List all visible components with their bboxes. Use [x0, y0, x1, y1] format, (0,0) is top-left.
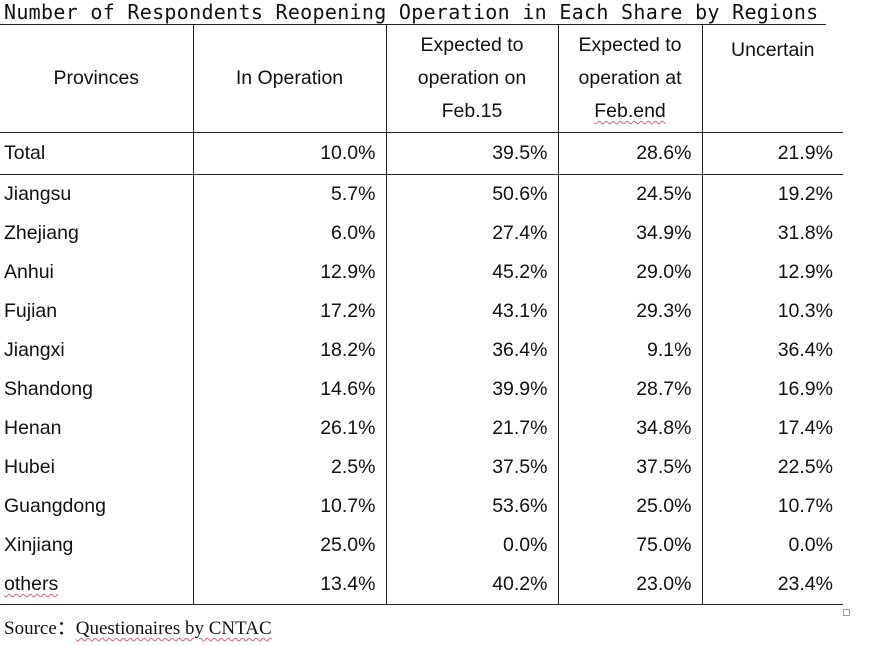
header-febend-line3: Feb.end: [559, 95, 702, 128]
header-provinces: Provinces: [0, 25, 193, 133]
province-cell: Hubei: [4, 456, 55, 478]
table-row: Zhejiang 6.0% 27.4% 34.9% 31.8%: [0, 214, 843, 253]
in-operation-cell: 13.4%: [192, 565, 386, 605]
uncertain-cell: 0.0%: [701, 526, 843, 565]
province-cell: Anhui: [4, 261, 54, 283]
header-feb15-line1: Expected to: [420, 34, 524, 56]
source-note: Source：Questionaires by CNTAC: [4, 613, 272, 640]
febend-cell: 34.8%: [557, 409, 702, 448]
febend-cell: 9.1%: [557, 331, 702, 370]
table-row: Hubei 2.5% 37.5% 37.5% 22.5%: [0, 448, 843, 487]
febend-cell: 29.3%: [557, 292, 702, 331]
table-resize-handle[interactable]: [843, 609, 850, 616]
in-operation-cell: 10.0%: [192, 132, 386, 175]
feb15-cell: 27.4%: [385, 214, 558, 253]
header-febend-line3-text: Feb.end: [594, 100, 666, 122]
table-row-total: Total 10.0% 39.5% 28.6% 21.9%: [0, 132, 843, 175]
uncertain-cell: 16.9%: [701, 370, 843, 409]
province-cell: Total: [0, 132, 193, 175]
table-row: Guangdong 10.7% 53.6% 25.0% 10.7%: [0, 487, 843, 526]
feb15-cell: 36.4%: [385, 331, 558, 370]
febend-cell: 23.0%: [557, 565, 702, 605]
in-operation-cell: 12.9%: [192, 253, 386, 292]
table-body: Total 10.0% 39.5% 28.6% 21.9% Jiangsu 5.…: [0, 132, 843, 605]
table-row: Shandong 14.6% 39.9% 28.7% 16.9%: [0, 370, 843, 409]
feb15-cell: 43.1%: [385, 292, 558, 331]
table-row: others 13.4% 40.2% 23.0% 23.4%: [0, 565, 843, 605]
header-feb15-line3: Feb.15: [441, 100, 503, 122]
in-operation-cell: 26.1%: [192, 409, 386, 448]
header-expected-feb15: Expected to operation on Feb.15: [385, 25, 558, 133]
feb15-cell: 40.2%: [385, 565, 558, 605]
uncertain-cell: 31.8%: [701, 214, 843, 253]
uncertain-cell: 10.3%: [701, 292, 843, 331]
table-title: Number of Respondents Reopening Operatio…: [4, 0, 819, 24]
in-operation-cell: 17.2%: [192, 292, 386, 331]
febend-cell: 75.0%: [557, 526, 702, 565]
header-uncertain: Uncertain: [701, 25, 843, 133]
province-cell: Xinjiang: [4, 534, 74, 556]
uncertain-cell: 12.9%: [701, 253, 843, 292]
in-operation-cell: 2.5%: [192, 448, 386, 487]
table-row: Anhui 12.9% 45.2% 29.0% 12.9%: [0, 253, 843, 292]
title-divider: [0, 24, 826, 25]
febend-cell: 24.5%: [557, 174, 702, 214]
in-operation-cell: 10.7%: [192, 487, 386, 526]
in-operation-cell: 5.7%: [192, 174, 386, 214]
source-text: Questionaires by CNTAC: [75, 618, 272, 639]
febend-cell: 34.9%: [557, 214, 702, 253]
feb15-cell: 39.9%: [385, 370, 558, 409]
uncertain-cell: 23.4%: [701, 565, 843, 605]
table-row: Xinjiang 25.0% 0.0% 75.0% 0.0%: [0, 526, 843, 565]
feb15-cell: 45.2%: [385, 253, 558, 292]
febend-cell: 28.7%: [557, 370, 702, 409]
header-in-operation: In Operation: [192, 25, 386, 133]
in-operation-cell: 14.6%: [192, 370, 386, 409]
uncertain-cell: 19.2%: [701, 174, 843, 214]
uncertain-cell: 21.9%: [701, 132, 843, 175]
febend-cell: 28.6%: [557, 132, 702, 175]
source-prefix: Source：: [4, 618, 76, 639]
uncertain-cell: 22.5%: [701, 448, 843, 487]
table-row: Fujian 17.2% 43.1% 29.3% 10.3%: [0, 292, 843, 331]
respondents-table: Provinces In Operation Expected to opera…: [0, 25, 843, 605]
province-cell-text: others: [4, 573, 59, 595]
province-cell: Jiangsu: [4, 183, 72, 205]
feb15-cell: 50.6%: [385, 174, 558, 214]
header-febend-line2: operation at: [578, 67, 682, 89]
header-feb15-line2: operation on: [417, 67, 527, 89]
in-operation-cell: 25.0%: [192, 526, 386, 565]
feb15-cell: 39.5%: [385, 132, 558, 175]
in-operation-cell: 18.2%: [192, 331, 386, 370]
province-cell: Guangdong: [4, 495, 106, 517]
header-expected-febend: Expected to operation at Feb.end: [557, 25, 702, 133]
febend-cell: 29.0%: [557, 253, 702, 292]
feb15-cell: 0.0%: [385, 526, 558, 565]
table-row: Jiangxi 18.2% 36.4% 9.1% 36.4%: [0, 331, 843, 370]
header-row: Provinces In Operation Expected to opera…: [0, 25, 843, 133]
uncertain-cell: 36.4%: [701, 331, 843, 370]
table-row: Jiangsu 5.7% 50.6% 24.5% 19.2%: [0, 174, 843, 214]
province-cell: Fujian: [4, 300, 58, 322]
febend-cell: 37.5%: [557, 448, 702, 487]
in-operation-cell: 6.0%: [192, 214, 386, 253]
febend-cell: 25.0%: [557, 487, 702, 526]
province-cell: Jiangxi: [4, 339, 65, 361]
province-cell: Henan: [4, 417, 62, 439]
feb15-cell: 53.6%: [385, 487, 558, 526]
province-cell: others: [0, 565, 193, 605]
uncertain-cell: 17.4%: [701, 409, 843, 448]
header-uncertain-text: Uncertain: [731, 39, 815, 61]
feb15-cell: 37.5%: [385, 448, 558, 487]
uncertain-cell: 10.7%: [701, 487, 843, 526]
table-row: Henan 26.1% 21.7% 34.8% 17.4%: [0, 409, 843, 448]
province-cell: Zhejiang: [4, 222, 79, 244]
feb15-cell: 21.7%: [385, 409, 558, 448]
header-febend-line1: Expected to: [578, 34, 682, 56]
province-cell: Shandong: [4, 378, 93, 400]
